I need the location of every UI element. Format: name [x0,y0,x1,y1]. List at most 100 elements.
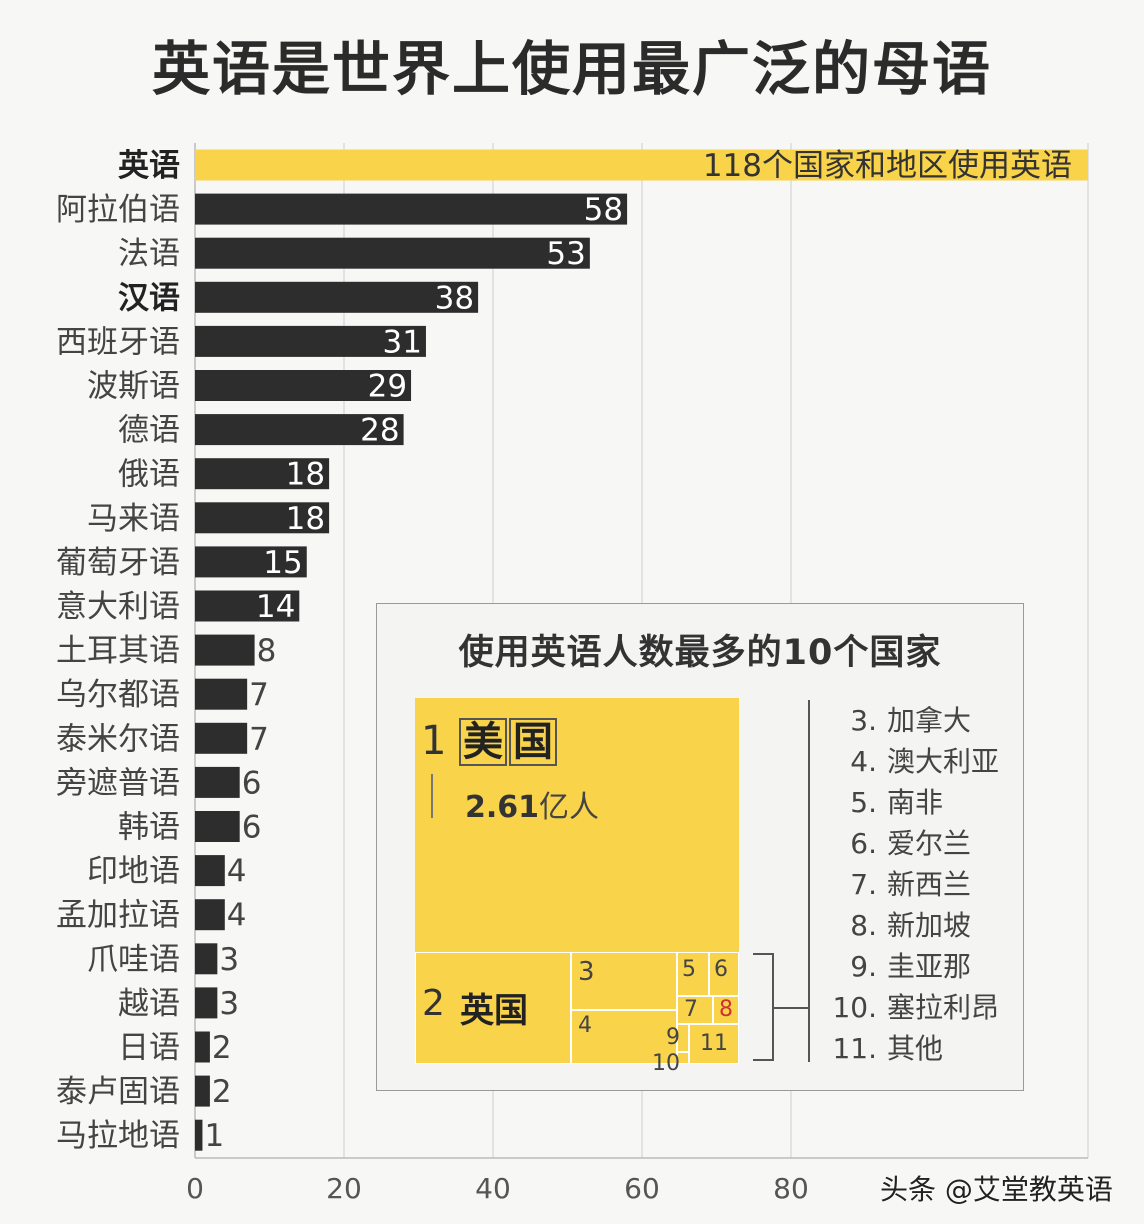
tile-6-label: 6 [714,957,728,982]
legend-num: 9. [850,950,877,983]
category-label: 马来语 [87,501,180,537]
category-label: 意大利语 [56,589,180,625]
inset-title: 使用英语人数最多的10个国家 [458,633,942,673]
tile-8: 8 [713,996,739,1024]
bar [195,634,255,666]
tile-3: 3 [571,952,677,1010]
legend-country: 其他 [887,1032,944,1065]
tile-7: 7 [677,996,713,1024]
tile-uk: 2 英国 [415,952,571,1064]
value-label: 2 [212,1030,232,1066]
category-label: 英语 [118,148,180,184]
us-population-unit: 亿人 [539,790,600,825]
value-label: 29 [368,369,407,405]
tile-10-label: 10 [652,1051,680,1076]
x-tick-label: 60 [624,1172,660,1205]
value-label: 3 [219,986,239,1022]
category-label: 印地语 [87,854,180,890]
bar [195,766,240,798]
legend-country: 新西兰 [887,868,972,901]
tile-us: 1 美国 2.61亿人 [415,698,739,952]
bar [195,855,225,887]
us-name: 美国 [459,718,559,766]
legend-item: 7. 新西兰 [819,863,971,903]
tile-11-label: 11 [700,1031,728,1056]
value-label: 15 [263,545,302,581]
category-label: 韩语 [118,810,180,846]
tile-4-label: 4 [578,1013,592,1038]
category-label: 德语 [118,413,180,449]
value-label: 18 [286,501,325,537]
bar [195,502,330,534]
us-population: 2.61亿人 [465,782,599,826]
legend-item: 3. 加拿大 [819,699,971,739]
uk-rank: 2 [422,983,445,1024]
bar [195,899,225,931]
tile-3-label: 3 [578,957,595,987]
bar [195,811,240,842]
bar [195,987,218,1019]
value-label: 3 [219,942,239,978]
tile-4: 4 [571,1010,677,1064]
tile-6: 6 [709,952,739,996]
category-label: 爪哇语 [87,942,180,978]
bar [195,546,307,578]
legend-bracket [753,700,810,1062]
category-label: 孟加拉语 [56,898,180,934]
tile-10: 10 [652,1051,689,1076]
category-label: 旁遮普语 [56,765,180,801]
value-label: 6 [242,765,262,801]
category-label: 汉语 [118,280,180,316]
legend-country: 南非 [887,786,944,819]
us-population-value: 2.61 [465,790,540,825]
tile-7-label: 7 [684,997,698,1022]
value-label: 58 [584,192,623,228]
legend-num: 6. [850,827,877,860]
inset-panel: 使用英语人数最多的10个国家 1 美国 2.61亿人 2 英国 3 4 5 6 … [376,603,1024,1091]
bar [195,678,248,710]
bar [195,458,330,490]
page-title: 英语是世界上使用最广泛的母语 [151,35,992,103]
us-name-char-1: 美 [459,718,507,766]
value-label: 2 [212,1074,232,1110]
legend-item: 4. 澳大利亚 [819,740,999,780]
tile-5: 5 [677,952,709,996]
bar [195,193,628,225]
legend-item: 9. 圭亚那 [819,945,971,985]
legend-country: 澳大利亚 [887,745,1000,778]
x-tick-label: 40 [475,1172,511,1205]
value-label: 28 [360,413,399,449]
us-divider-line [431,774,433,818]
legend-item: 11. 其他 [819,1027,943,1067]
legend-num: 5. [850,786,877,819]
category-label: 日语 [118,1030,180,1066]
bar [195,1075,210,1107]
legend-country: 爱尔兰 [887,827,972,860]
uk-name: 英国 [460,991,528,1031]
tile-8-label: 8 [719,997,733,1022]
category-label: 葡萄牙语 [56,545,180,581]
bar [195,1119,203,1151]
category-label: 阿拉伯语 [56,192,180,228]
legend-country: 新加坡 [887,909,972,942]
value-label: 7 [249,677,269,713]
bar [195,1031,210,1063]
category-label: 法语 [118,236,180,272]
value-label: 4 [227,854,247,890]
bar [195,370,412,401]
category-label: 土耳其语 [56,633,180,669]
bar [195,414,404,446]
legend-num: 3. [850,704,877,737]
tile-11: 11 [689,1024,739,1064]
x-tick-label: 80 [773,1172,809,1205]
category-label: 越语 [118,986,180,1022]
value-label: 7 [249,721,269,757]
legend-country: 圭亚那 [887,950,972,983]
us-rank: 1 [421,718,447,764]
value-label: 31 [382,324,421,360]
legend-item: 8. 新加坡 [819,904,971,944]
bar [195,281,479,313]
x-tick-label: 20 [326,1172,362,1205]
tile-5-label: 5 [682,957,696,982]
value-label: 14 [256,589,295,625]
